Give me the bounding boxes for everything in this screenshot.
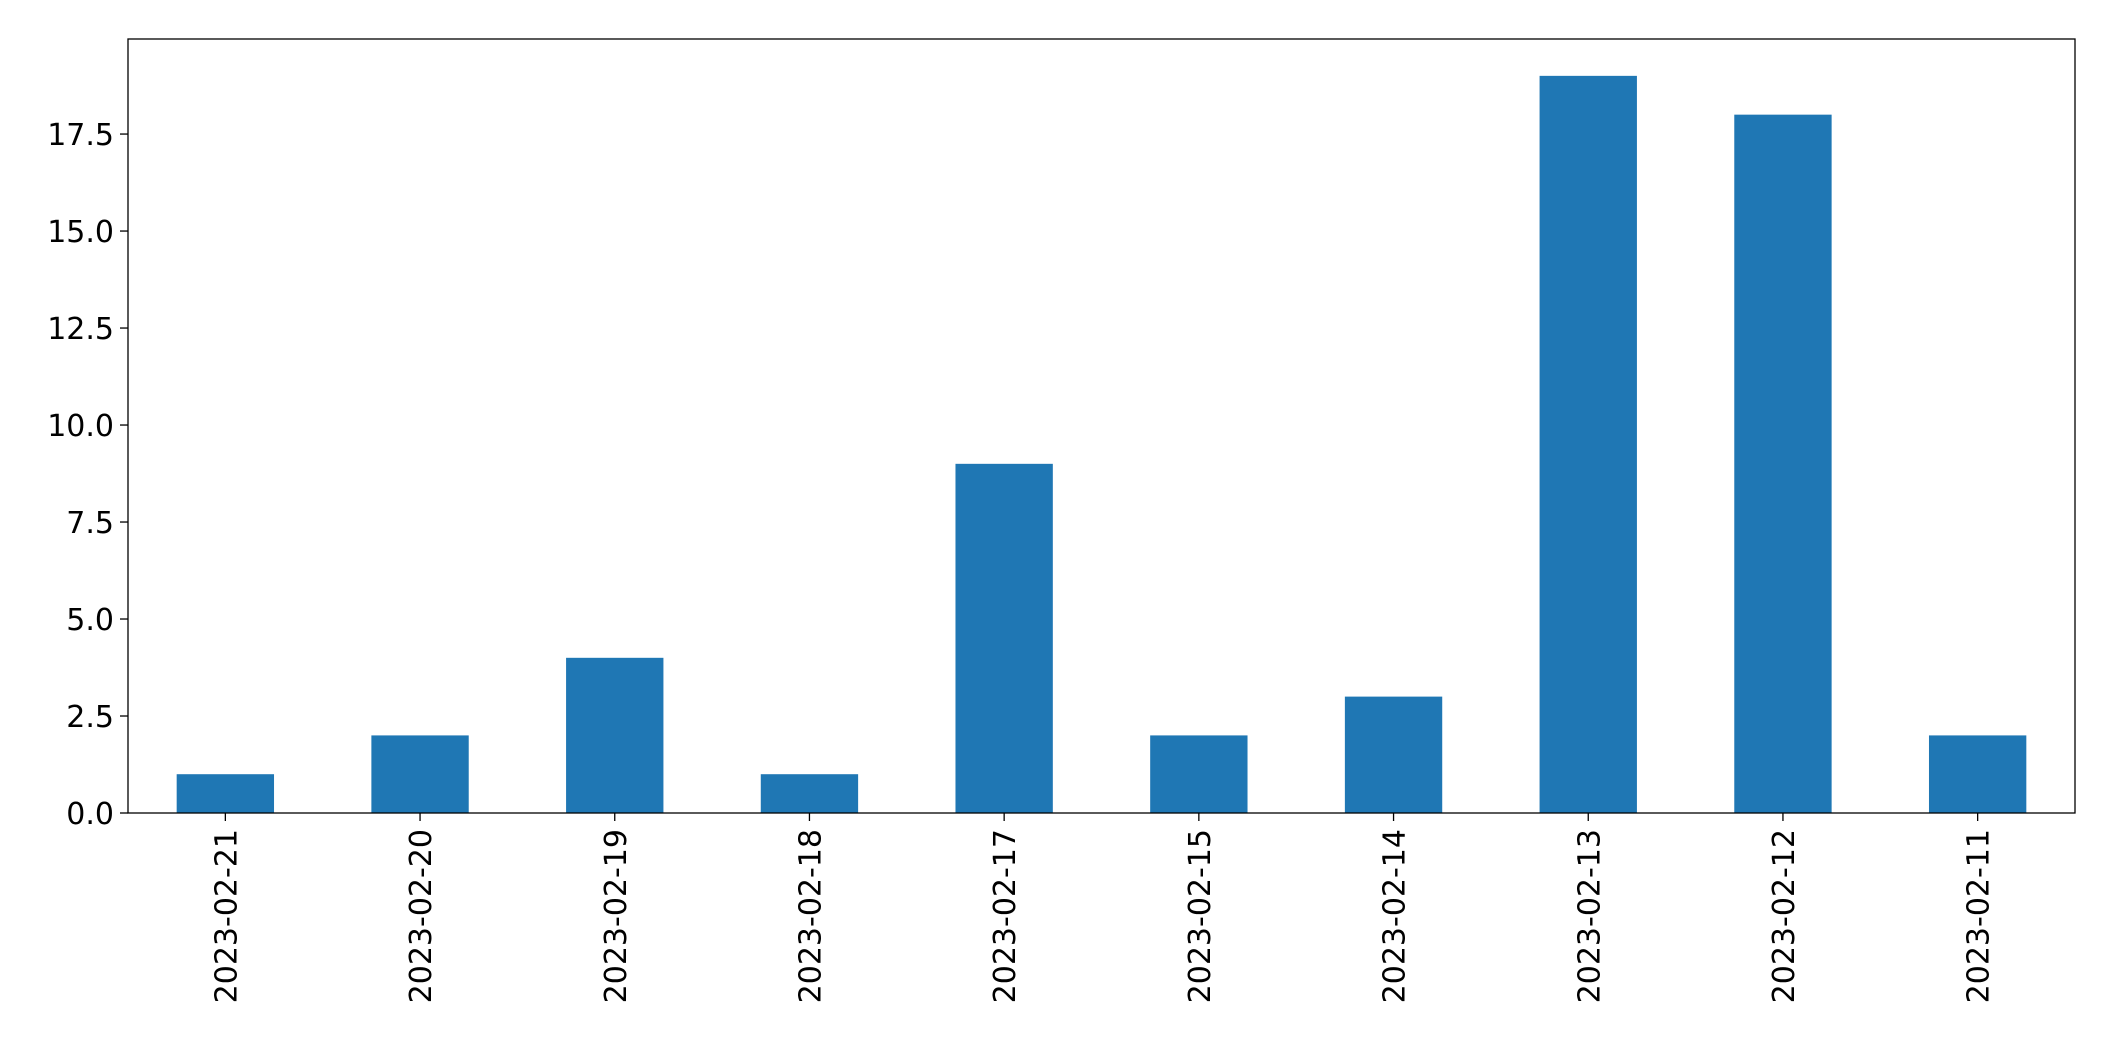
bar — [1539, 75, 1637, 814]
y-tick-label: 15.0 — [47, 215, 114, 250]
x-tick-label: 2023-02-21 — [209, 829, 244, 1003]
bar — [760, 774, 859, 813]
y-tick-label: 0.0 — [66, 797, 114, 832]
y-tick-label: 10.0 — [47, 409, 114, 444]
bar — [371, 735, 469, 813]
x-tick-label: 2023-02-17 — [988, 829, 1023, 1003]
bar — [566, 657, 664, 813]
x-tick-label: 2023-02-11 — [1962, 829, 1997, 1003]
x-tick-label: 2023-02-20 — [404, 829, 439, 1003]
y-tick-label: 17.5 — [47, 118, 114, 153]
x-tick-label: 2023-02-14 — [1378, 829, 1413, 1003]
bar — [1150, 735, 1248, 813]
x-tick-label: 2023-02-12 — [1767, 829, 1802, 1003]
y-tick-label: 2.5 — [66, 700, 114, 735]
y-tick-label: 7.5 — [66, 506, 114, 541]
x-tick-label: 2023-02-18 — [793, 829, 828, 1003]
x-tick-label: 2023-02-15 — [1183, 829, 1218, 1003]
y-tick-label: 12.5 — [47, 312, 114, 347]
bar — [955, 463, 1053, 813]
y-tick-label: 5.0 — [66, 603, 114, 638]
bar — [176, 774, 275, 813]
bar — [1344, 696, 1443, 813]
x-tick-label: 2023-02-13 — [1572, 829, 1607, 1003]
x-tick-label: 2023-02-19 — [599, 829, 634, 1003]
bar — [1734, 114, 1832, 814]
plot-frame — [127, 38, 2076, 814]
bar — [1928, 735, 2027, 813]
